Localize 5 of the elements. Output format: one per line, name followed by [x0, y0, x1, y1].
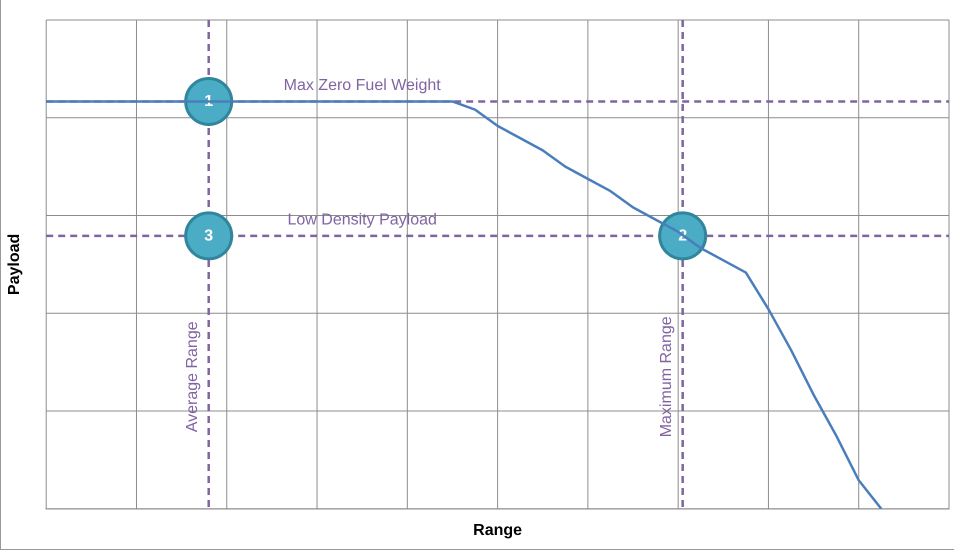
y-axis-title: Payload: [6, 234, 24, 296]
text: Average Range: [184, 321, 202, 432]
annotation: 3: [204, 227, 214, 244]
text: Maximum Range: [658, 316, 676, 438]
x-axis-title: Range: [473, 522, 522, 539]
